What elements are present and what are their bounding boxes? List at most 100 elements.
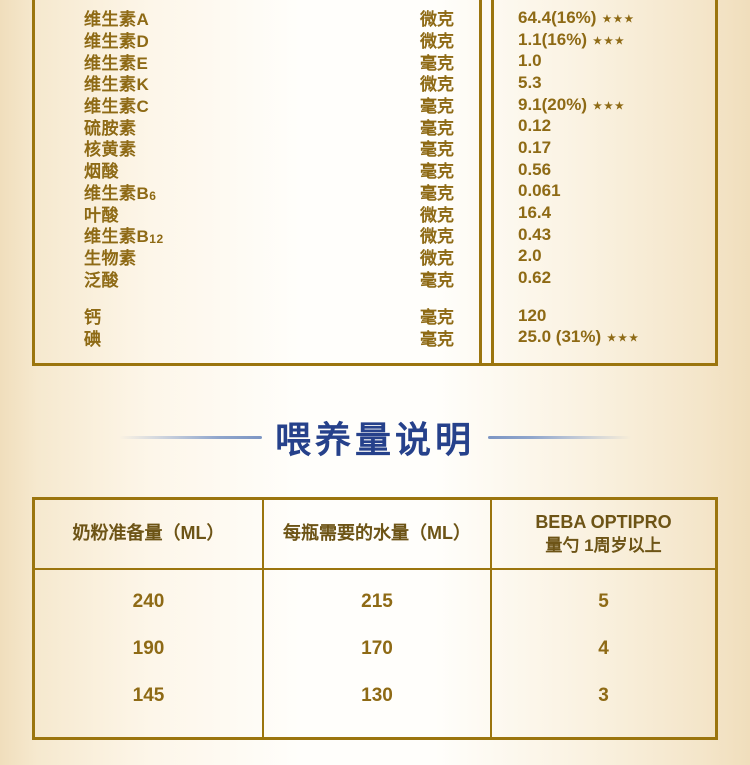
- nutrient-row: 核黄素 毫克: [35, 137, 479, 159]
- feeding-header-cell: 每瓶需要的水量（ML）: [262, 500, 490, 570]
- nutrient-value: 0.43: [518, 224, 552, 244]
- nutrient-value: 1.1(16%) ★★★: [518, 29, 626, 49]
- nutrient-unit: 毫克: [420, 270, 454, 290]
- nutrient-value-row: 120: [494, 305, 715, 327]
- nutrient-unit: 毫克: [420, 308, 454, 328]
- star-icon: ★★★: [607, 333, 641, 345]
- nutrient-value: 64.4(16%) ★★★: [518, 7, 636, 27]
- nutrient-row: 维生素K 微克: [35, 72, 479, 94]
- star-icon: ★★★: [592, 100, 626, 112]
- feeding-table-header: 奶粉准备量（ML） 每瓶需要的水量（ML） BEBA OPTIPRO 量勺 1周岁以上: [35, 500, 715, 570]
- nutrient-value: 25.0 (31%) ★★★: [518, 327, 641, 347]
- feeding-value: 145: [132, 684, 165, 706]
- nutrient-name: 维生素A: [84, 10, 150, 30]
- nutrient-value: 5.3: [518, 72, 542, 92]
- nutrient-value-row: 64.4(16%) ★★★: [494, 7, 715, 29]
- nutrient-value-row: 2.0: [494, 246, 715, 268]
- nutrient-name-subscript: 12: [149, 232, 164, 247]
- section-title: 喂养量说明: [274, 419, 475, 460]
- nutrient-unit: 毫克: [420, 183, 454, 203]
- title-decor-line-left: [118, 435, 262, 439]
- nutrient-unit: 微克: [420, 205, 454, 225]
- star-icon: ★★★: [592, 35, 626, 47]
- nutrient-unit: 微克: [420, 248, 454, 268]
- nutrition-values-panel: 64.4(16%) ★★★ 1.1(16%) ★★★ 1.0 5.3 9.1(20%) ★★★…: [491, 0, 718, 363]
- title-decor-line-right: [488, 435, 631, 439]
- nutrient-row: 碘 毫克: [35, 327, 479, 349]
- feeding-value: 5: [598, 590, 609, 612]
- feeding-value: 240: [132, 590, 165, 612]
- feeding-column: 240 190 145: [35, 570, 262, 737]
- nutrient-row: 钙 毫克: [35, 305, 479, 327]
- nutrient-row: 生物素 微克: [35, 246, 479, 268]
- nutrient-value-row: 0.62: [494, 267, 715, 289]
- nutrient-name: 维生素E: [84, 53, 149, 73]
- nutrient-unit: 毫克: [420, 329, 454, 349]
- nutrient-name: 叶酸: [84, 205, 119, 225]
- row-gap: [35, 289, 479, 305]
- feeding-header-line: 每瓶需要的水量（ML）: [283, 523, 471, 544]
- nutrient-value: 16.4: [518, 203, 552, 223]
- nutrient-value: 0.62: [518, 268, 552, 288]
- nutrient-value: 0.12: [518, 116, 552, 136]
- nutrient-name: 维生素C: [84, 97, 150, 117]
- nutrient-value: 1.0: [518, 51, 542, 71]
- nutrient-unit: 毫克: [420, 97, 454, 117]
- nutrient-name: 烟酸: [84, 162, 119, 182]
- row-gap: [494, 289, 715, 305]
- nutrient-value: 2.0: [518, 246, 542, 266]
- nutrient-value: 0.061: [518, 181, 561, 201]
- nutrient-unit: 微克: [420, 75, 454, 95]
- nutrition-table: 维生素A 微克 维生素D 微克 维生素E 毫克 维生素K 微克 维生素C 毫克 硫胺素 毫克 核黄素 毫克…: [32, 0, 718, 366]
- nutrient-value-row: 16.4: [494, 202, 715, 224]
- nutrient-row: 维生素E 毫克: [35, 50, 479, 73]
- nutrient-value: 9.1(20%) ★★★: [518, 94, 626, 114]
- nutrient-row: 叶酸 微克: [35, 202, 479, 225]
- nutrient-value: 0.56: [518, 159, 552, 179]
- feeding-value: 190: [132, 637, 165, 659]
- feeding-column: 5 4 3: [490, 570, 715, 737]
- feeding-header-cell: BEBA OPTIPRO 量勺 1周岁以上: [490, 500, 715, 570]
- nutrient-unit: 毫克: [420, 118, 454, 138]
- nutrient-row: 维生素C 毫克: [35, 94, 479, 116]
- nutrient-name: 核黄素: [84, 140, 137, 160]
- feeding-header-line: 量勺 1周岁以上: [545, 535, 662, 555]
- nutrient-name: 维生素D: [84, 32, 150, 52]
- nutrient-name: 维生素B12: [84, 227, 164, 247]
- nutrient-value-row: 0.061: [494, 181, 715, 203]
- nutrient-name: 维生素K: [84, 75, 150, 95]
- nutrient-name: 生物素: [84, 248, 137, 268]
- nutrient-value-row: 0.17: [494, 137, 715, 159]
- nutrient-value: 0.17: [518, 137, 552, 157]
- nutrient-name: 钙: [84, 308, 102, 328]
- nutrient-unit: 毫克: [420, 53, 454, 73]
- nutrient-row: 维生素B6 毫克: [35, 181, 479, 203]
- nutrient-unit: 微克: [420, 10, 454, 30]
- nutrient-value-row: 0.56: [494, 159, 715, 181]
- section-title-band: 喂养量说明: [0, 398, 750, 476]
- feeding-value: 170: [361, 637, 393, 659]
- nutrient-row: 泛酸 毫克: [35, 267, 479, 290]
- nutrient-name: 泛酸: [84, 270, 119, 290]
- feeding-table-body: 240 190 145 215 170 130 5 4 3: [35, 570, 715, 737]
- feeding-header-line: 奶粉准备量（ML）: [72, 523, 225, 544]
- nutrient-value-row: 5.3: [494, 72, 715, 94]
- nutrient-row: 硫胺素 毫克: [35, 115, 479, 138]
- feeding-table: 奶粉准备量（ML） 每瓶需要的水量（ML） BEBA OPTIPRO 量勺 1周岁以上…: [32, 497, 718, 740]
- feeding-column: 215 170 130: [262, 570, 490, 737]
- nutrient-row: 维生素D 微克: [35, 29, 479, 51]
- nutrient-row: 维生素A 微克: [35, 7, 479, 29]
- nutrient-unit: 毫克: [420, 140, 454, 160]
- feeding-value: 215: [361, 590, 393, 612]
- star-icon: ★★★: [602, 13, 636, 25]
- feeding-value: 4: [598, 637, 609, 659]
- nutrient-name: 维生素B6: [84, 183, 157, 203]
- nutrient-name: 硫胺素: [84, 118, 137, 138]
- nutrient-row: 维生素B12 微克: [35, 224, 479, 246]
- feeding-value: 130: [361, 684, 393, 706]
- nutrient-value-row: 9.1(20%) ★★★: [494, 94, 715, 116]
- feeding-value: 3: [598, 684, 609, 706]
- nutrient-unit: 微克: [420, 227, 454, 247]
- nutrient-value-row: 25.0 (31%) ★★★: [494, 327, 715, 349]
- feeding-header-cell: 奶粉准备量（ML）: [35, 500, 262, 570]
